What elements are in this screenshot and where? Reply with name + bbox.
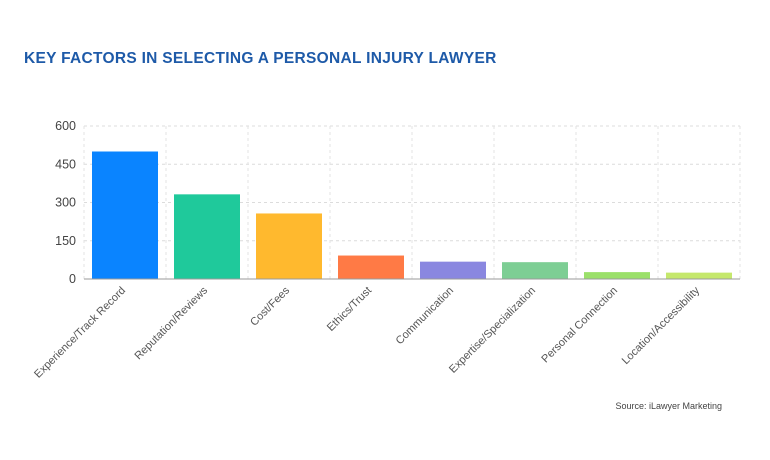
y-axis-ticks: 0 150 300 450 600 xyxy=(55,119,76,286)
y-tick-label: 150 xyxy=(55,234,76,248)
x-tick-label: Reputation/Reviews xyxy=(132,284,210,362)
x-tick-label: Experience/Track Record xyxy=(32,285,128,381)
x-tick-label: Cost/Fees xyxy=(248,284,292,328)
chart-title: KEY FACTORS IN SELECTING A PERSONAL INJU… xyxy=(24,50,497,67)
x-tick-label: Communication xyxy=(394,285,457,348)
bar xyxy=(256,213,322,279)
bars xyxy=(92,151,732,279)
x-tick-label: Expertise/Specialization xyxy=(447,285,538,376)
x-tick-label: Ethics/Trust xyxy=(325,285,374,334)
bar xyxy=(338,255,404,279)
bar xyxy=(420,261,486,279)
y-tick-label: 600 xyxy=(55,119,76,133)
bar xyxy=(584,272,650,279)
x-axis-ticks: Experience/Track Record Reputation/Review… xyxy=(32,284,702,380)
bar xyxy=(502,262,568,279)
x-tick-label: Location/Accessibility xyxy=(620,284,703,367)
bar xyxy=(666,272,732,279)
source-note: Source: iLawyer Marketing xyxy=(615,401,722,411)
x-tick-label: Personal Connection xyxy=(539,285,620,366)
bar xyxy=(174,194,240,279)
y-tick-label: 450 xyxy=(55,157,76,171)
y-tick-label: 300 xyxy=(55,196,76,210)
bar xyxy=(92,151,158,279)
y-tick-label: 0 xyxy=(69,272,76,286)
